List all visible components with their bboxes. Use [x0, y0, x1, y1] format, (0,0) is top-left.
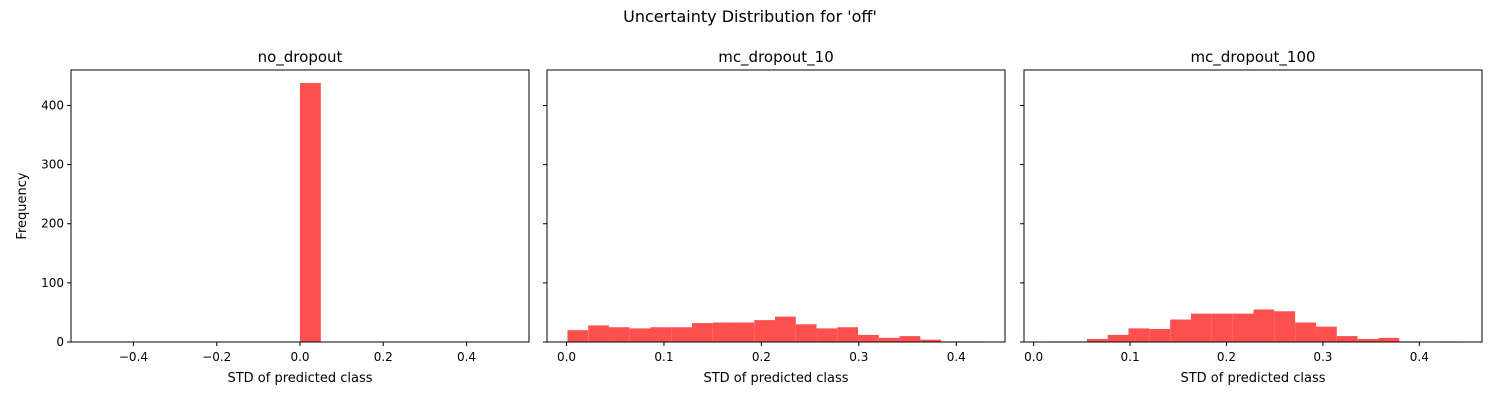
histogram-bar — [671, 327, 692, 342]
histogram-bar — [878, 337, 900, 342]
figure-title: Uncertainty Distribution for 'off' — [623, 7, 877, 26]
y-tick-label: 0 — [56, 335, 64, 349]
x-tick-label: 0.2 — [752, 350, 771, 364]
histogram-bar — [1128, 328, 1150, 342]
x-tick-label: 0.3 — [1313, 350, 1332, 364]
histogram-bar — [1211, 313, 1233, 342]
histogram-bar — [1315, 326, 1337, 342]
x-tick-label: 0.2 — [1217, 350, 1236, 364]
x-tick-label: −0.2 — [202, 350, 231, 364]
histogram-bar — [920, 339, 942, 342]
histogram-bar — [1378, 337, 1400, 342]
histogram-bar — [1086, 339, 1108, 342]
x-tick-label: 0.4 — [1410, 350, 1429, 364]
histogram-bar — [858, 334, 879, 342]
histogram-bar — [692, 323, 713, 342]
histogram-bar — [1253, 309, 1275, 342]
y-tick-label: 400 — [41, 98, 64, 112]
subplot-title: no_dropout — [258, 48, 343, 67]
histogram-bar — [1357, 339, 1379, 342]
subplot-title: mc_dropout_100 — [1190, 48, 1315, 67]
histogram-bar — [733, 322, 755, 342]
histogram-bar — [1232, 313, 1254, 342]
histogram-bar — [899, 336, 921, 342]
axes-frame — [1023, 69, 1483, 343]
histogram-bar — [754, 320, 776, 342]
histogram-bar — [1274, 311, 1296, 342]
subplots: −0.4 −0.2 0.0 0.2 0.4 0 100 200 300 400 no_dropout… — [15, 48, 1483, 386]
x-tick-label: 0.4 — [947, 350, 966, 364]
subplot-1: 0.0 0.1 0.2 0.3 0.4 mc_dropout_10 STD of predi… — [543, 48, 1006, 386]
histogram-bar — [1170, 319, 1191, 342]
axes-frame — [546, 69, 1006, 343]
histogram-bar — [608, 327, 630, 342]
subplot-2: 0.0 0.1 0.2 0.3 0.4 mc_dropout_100 STD of pred… — [1020, 48, 1483, 386]
histogram-bar — [1191, 313, 1212, 342]
histogram-bars — [1045, 309, 1462, 342]
histogram-bar — [588, 325, 609, 342]
y-axis-label: Frequency — [15, 172, 30, 239]
histogram-bars — [300, 83, 321, 342]
histogram-bar — [816, 328, 838, 342]
x-tick-label: −0.4 — [119, 350, 148, 364]
y-tick-label: 100 — [41, 276, 64, 290]
histogram-bar — [650, 327, 672, 342]
x-tick-label: 0.3 — [849, 350, 868, 364]
histogram-bar — [567, 330, 589, 342]
x-axis-label: STD of predicted class — [227, 371, 372, 386]
x-axis-label: STD of predicted class — [1180, 371, 1325, 386]
x-tick-label: 0.4 — [457, 350, 476, 364]
histogram-bar — [1336, 336, 1358, 342]
histogram-bar — [300, 83, 321, 342]
histogram-bar — [775, 316, 796, 342]
x-tick-label: 0.2 — [374, 350, 393, 364]
histogram-bar — [1295, 322, 1316, 342]
y-tick-label: 300 — [41, 158, 64, 172]
x-tick-label: 0.1 — [654, 350, 673, 364]
histogram-bars — [567, 316, 983, 342]
histogram-bar — [1107, 334, 1129, 342]
subplot-title: mc_dropout_10 — [718, 48, 834, 67]
histogram-bar — [712, 322, 734, 342]
x-tick-label: 0.0 — [557, 350, 576, 364]
histogram-bar — [1149, 328, 1171, 342]
histogram-bar — [837, 327, 859, 342]
x-tick-label: 0.0 — [1024, 350, 1043, 364]
x-tick-label: 0.1 — [1121, 350, 1140, 364]
x-tick-label: 0.0 — [290, 350, 309, 364]
subplot-0: −0.4 −0.2 0.0 0.2 0.4 0 100 200 300 400 no_dropout… — [15, 48, 530, 386]
histogram-bar — [795, 324, 817, 342]
y-tick-label: 200 — [41, 217, 64, 231]
x-axis-label: STD of predicted class — [703, 371, 848, 386]
histogram-bar — [629, 328, 651, 342]
